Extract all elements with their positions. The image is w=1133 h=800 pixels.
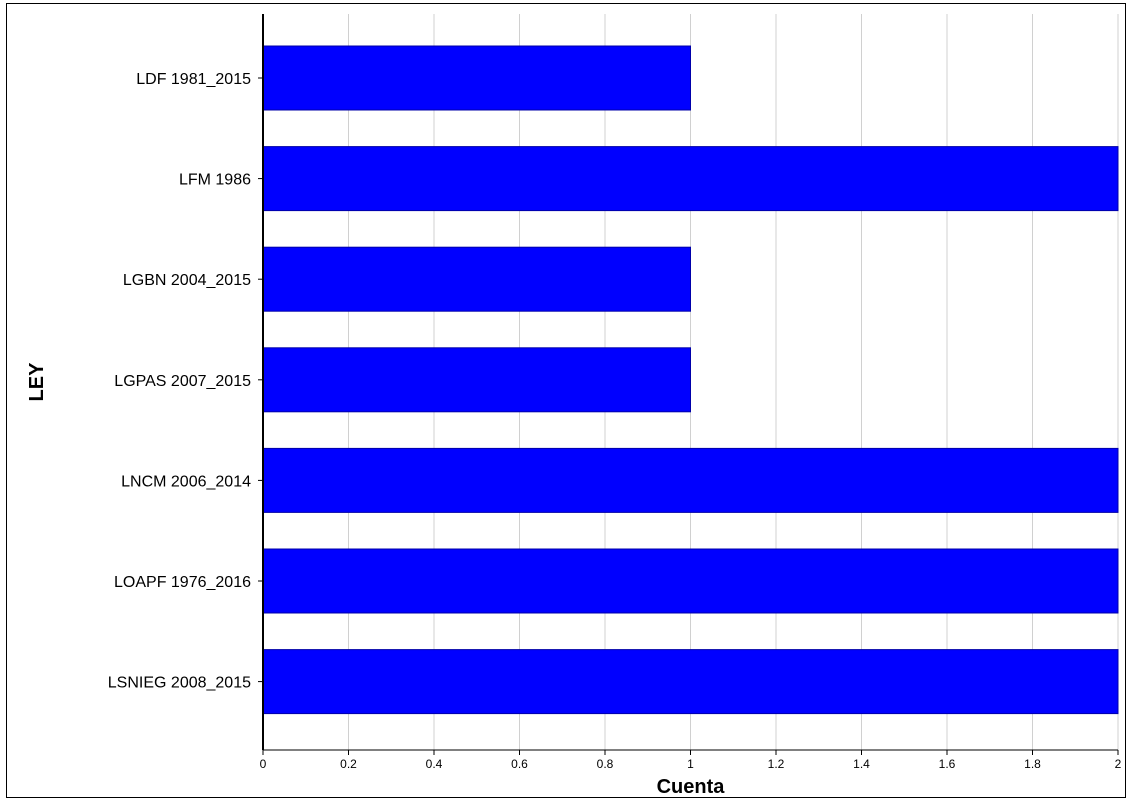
x-tick-label: 0	[260, 757, 267, 771]
bar	[262, 447, 1119, 513]
y-tick-label: LDF 1981_2015	[136, 71, 251, 88]
y-tick-label: LFM 1986	[179, 172, 251, 189]
x-tick-label: 1.4	[853, 757, 870, 771]
bar	[262, 45, 691, 111]
bar	[262, 146, 1119, 212]
bar	[262, 548, 1119, 614]
gridlines	[348, 14, 1119, 750]
y-tick-label: LNCM 2006_2014	[121, 473, 251, 490]
x-axis-title: Cuenta	[657, 776, 726, 798]
labels: 0 0.2 0.4 0.6 0.8 1 1.2 1.4 1.6 1.8 2 LDF 1981_2015…	[108, 71, 1122, 771]
axes	[258, 14, 1119, 755]
x-tick-label: 1.6	[939, 757, 956, 771]
y-tick-label: LSNIEG 2008_2015	[108, 675, 251, 692]
bar	[262, 246, 691, 312]
bar	[262, 347, 691, 413]
y-axis-title: LEY	[26, 362, 48, 402]
x-tick-label: 2	[1115, 757, 1122, 771]
bars	[262, 45, 1119, 715]
y-tick-label: LOAPF 1976_2016	[114, 574, 251, 591]
x-tick-label: 0.8	[597, 757, 614, 771]
y-tick-label: LGPAS 2007_2015	[114, 373, 251, 390]
x-tick-label: 1	[687, 757, 694, 771]
x-tick-label: 0.2	[340, 757, 357, 771]
x-tick-label: 0.6	[511, 757, 528, 771]
x-tick-label: 1.2	[768, 757, 785, 771]
bar	[262, 649, 1119, 715]
x-tick-label: 1.8	[1024, 757, 1041, 771]
y-tick-label: LGBN 2004_2015	[123, 272, 251, 289]
x-tick-label: 0.4	[426, 757, 443, 771]
